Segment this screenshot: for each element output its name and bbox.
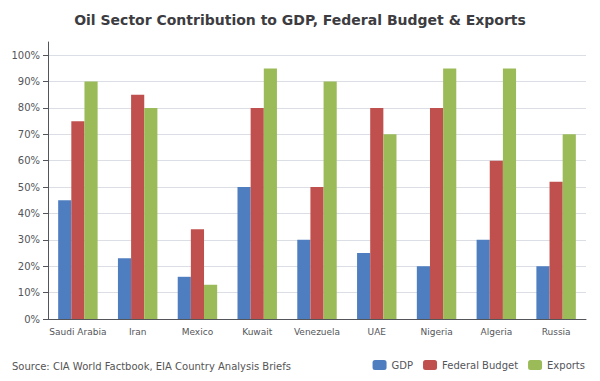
svg-text:70%: 70%: [18, 129, 40, 140]
svg-text:Exports: Exports: [547, 360, 585, 371]
svg-text:90%: 90%: [18, 76, 40, 87]
svg-text:10%: 10%: [18, 287, 40, 298]
svg-text:Venezuela: Venezuela: [294, 327, 340, 337]
svg-text:Mexico: Mexico: [182, 327, 214, 337]
svg-text:50%: 50%: [18, 182, 40, 193]
svg-text:Saudi Arabia: Saudi Arabia: [49, 327, 106, 337]
svg-text:30%: 30%: [18, 234, 40, 245]
svg-text:Iran: Iran: [129, 327, 147, 337]
svg-text:Nigeria: Nigeria: [420, 327, 452, 337]
svg-text:Algeria: Algeria: [481, 327, 513, 337]
svg-text:40%: 40%: [18, 208, 40, 219]
svg-text:100%: 100%: [11, 50, 40, 61]
svg-text:0%: 0%: [24, 314, 40, 325]
svg-text:Russia: Russia: [542, 327, 571, 337]
svg-text:Oil Sector Contribution to GDP: Oil Sector Contribution to GDP, Federal …: [74, 12, 526, 28]
svg-text:Federal Budget: Federal Budget: [442, 360, 518, 371]
svg-text:Kuwait: Kuwait: [242, 327, 273, 337]
svg-text:60%: 60%: [18, 155, 40, 166]
svg-text:UAE: UAE: [368, 327, 387, 337]
svg-text:80%: 80%: [18, 102, 40, 113]
svg-text:20%: 20%: [18, 261, 40, 272]
svg-text:GDP: GDP: [392, 360, 413, 371]
svg-text:Source: CIA World Factbook, EI: Source: CIA World Factbook, EIA Country …: [12, 361, 291, 372]
